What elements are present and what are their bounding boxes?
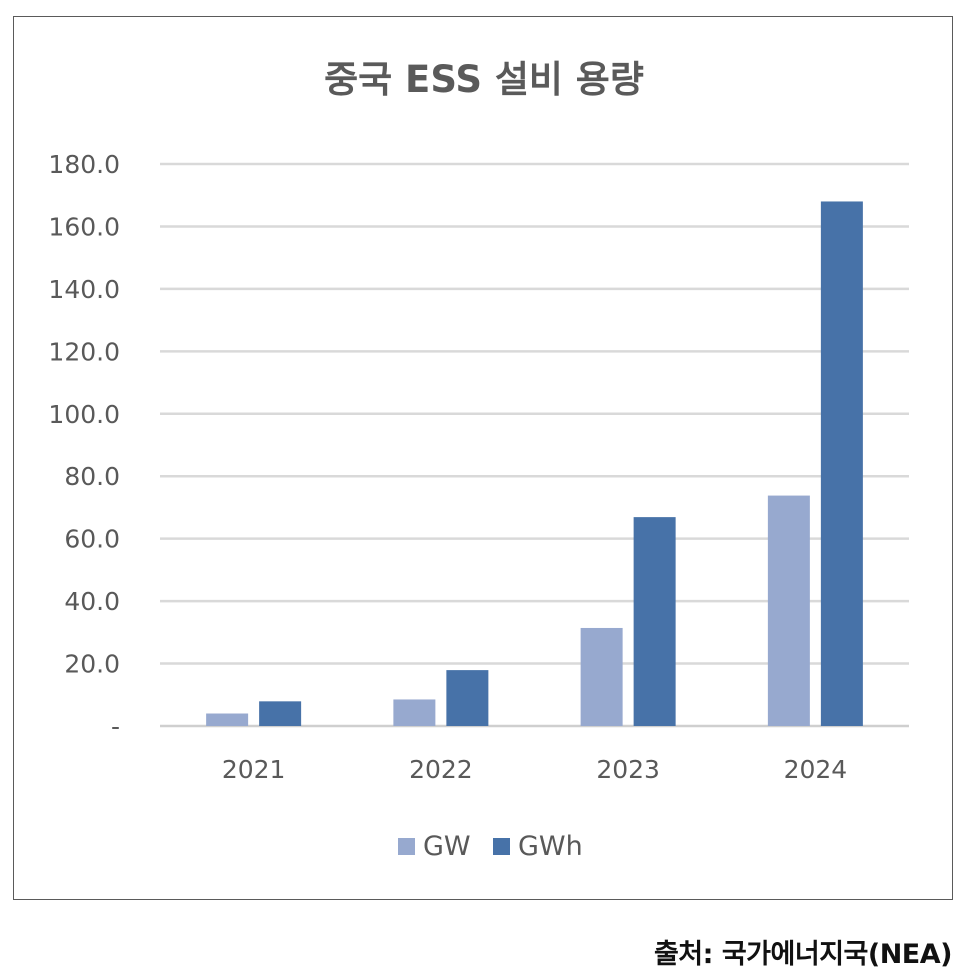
y-tick-label: 180.0: [48, 150, 120, 179]
bars: [206, 201, 863, 726]
x-tick-label: 2021: [222, 755, 286, 784]
bar-gwh-2024: [820, 201, 863, 726]
y-tick-label: -: [111, 712, 120, 741]
y-tick-label: 160.0: [48, 212, 120, 241]
legend-label-gw: GW: [423, 831, 471, 862]
y-tick-label: 140.0: [48, 275, 120, 304]
y-axis-tick-labels: - 20.0 40.0 60.0 80.0 100.0 120.0 140.0 160.0 180…: [48, 150, 120, 741]
y-tick-label: 80.0: [64, 462, 120, 491]
source-note: 출처: 국가에너지국(NEA): [653, 939, 953, 970]
x-tick-label: 2023: [596, 755, 660, 784]
legend-swatch-gwh: [493, 838, 510, 855]
bar-gwh-2021: [259, 701, 302, 726]
bar-gwh-2023: [633, 517, 676, 726]
y-tick-label: 100.0: [48, 400, 120, 429]
legend-swatch-gw: [398, 838, 415, 855]
x-tick-label: 2024: [784, 755, 848, 784]
x-tick-label: 2022: [409, 755, 473, 784]
y-tick-label: 60.0: [64, 525, 120, 554]
y-tick-label: 20.0: [64, 650, 120, 679]
x-axis-tick-labels: 2021 2022 2023 2024: [222, 755, 847, 784]
bar-gw-2023: [580, 627, 623, 726]
y-tick-label: 40.0: [64, 587, 120, 616]
chart-title: 중국 ESS 설비 용량: [324, 58, 644, 101]
bar-gw-2021: [206, 713, 249, 726]
bar-gw-2024: [767, 495, 810, 726]
bar-gwh-2022: [446, 670, 489, 726]
bar-chart: 중국 ESS 설비 용량 - 20.0 40.0 60.0 80.0 100.0 120.0…: [48, 58, 909, 862]
bar-gw-2022: [393, 699, 436, 726]
legend: GW GWh: [398, 831, 583, 862]
y-tick-label: 120.0: [48, 337, 120, 366]
legend-label-gwh: GWh: [518, 831, 583, 862]
